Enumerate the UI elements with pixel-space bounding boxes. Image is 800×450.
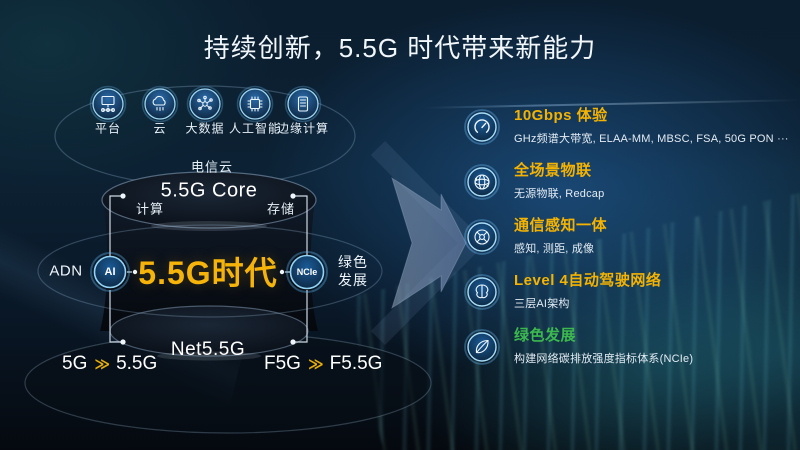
ncie-badge-label: NCIe: [296, 267, 318, 277]
platform-label: 云: [153, 121, 167, 136]
capability-item: Level 4自动驾驶网络 三层AI架构: [463, 272, 793, 311]
capability-desc: 构建网络碳排放强度指标体系(NCIe): [514, 352, 694, 365]
page-title: 持续创新，5.5G 时代带来新能力: [203, 33, 597, 63]
capability-item: 通信感知一体 感知, 测距, 成像: [463, 217, 793, 256]
gauge-icon: [464, 109, 500, 145]
core-disc: [101, 171, 317, 229]
bracket-dots: [120, 193, 296, 345]
evolution-to: F5.5G: [329, 353, 383, 374]
capability-item: 绿色发展 构建网络碳排放强度指标体系(NCIe): [463, 327, 793, 366]
ncie-badge: [286, 251, 328, 293]
leaf-icon: [464, 329, 500, 365]
platform-label: 平台: [94, 121, 122, 136]
net-label: Net5.5G: [170, 339, 246, 360]
capability-item: 10Gbps 体验 GHz频谱大带宽, ELAA-MM, MBSC, FSA, …: [463, 107, 793, 146]
edge-computing-icon: [284, 85, 322, 123]
green-development-label: 绿色 发展: [338, 253, 368, 288]
capability-title: 通信感知一体: [514, 217, 608, 234]
platform-label: 人工智能: [228, 121, 282, 136]
big-data-icon: [186, 85, 224, 123]
bracket-left: [109, 195, 123, 343]
orbit-ellipse: [37, 224, 383, 318]
evolution-right: F5G ≫ F5.5G: [264, 353, 382, 375]
capability-desc: 无源物联, Redcap: [514, 187, 605, 200]
capability-title: 全场景物联: [514, 162, 592, 179]
capabilities-list: 10Gbps 体验 GHz频谱大带宽, ELAA-MM, MBSC, FSA, …: [463, 107, 793, 383]
era-connectors: [127, 269, 290, 275]
net-disc-highlight: [157, 351, 261, 361]
compute-label: 计算: [135, 201, 165, 217]
iot-globe-icon: [464, 164, 500, 200]
monitor-nodes-icon: [89, 85, 127, 123]
telecom-cloud-label: 电信云: [190, 159, 234, 175]
capability-item: 全场景物联 无源物联, Redcap: [463, 162, 793, 201]
capability-desc: 三层AI架构: [514, 297, 570, 310]
adn-label: ADN: [49, 262, 83, 280]
ai-badge: [90, 252, 130, 292]
storage-label: 存储: [266, 201, 296, 217]
evolution-left: 5G ≫ 5.5G: [62, 353, 157, 375]
brain-icon: [464, 274, 500, 310]
ai-chip-icon: [236, 85, 274, 123]
evolution-from: F5G: [264, 353, 301, 374]
funnel-body: [100, 200, 318, 331]
platform-label: 边缘计算: [276, 121, 330, 136]
sensing-icon: [464, 219, 500, 255]
double-chevron-icon: ≫: [307, 356, 324, 373]
evolution-from: 5G: [62, 353, 88, 374]
capability-desc: GHz频谱大带宽, ELAA-MM, MBSC, FSA, 50G PON ··…: [514, 132, 789, 145]
platform-icons: [89, 85, 322, 123]
capability-title: 绿色发展: [514, 327, 577, 344]
capability-title: 10Gbps 体验: [514, 107, 608, 124]
core-label: 5.5G Core: [160, 179, 258, 202]
capability-desc: 感知, 测距, 成像: [514, 242, 595, 255]
ai-badge-label: AI: [104, 266, 116, 278]
era-title: 5.5G时代: [138, 255, 278, 291]
bracket-right: [293, 195, 308, 343]
evolution-to: 5.5G: [116, 353, 158, 374]
transition-arrow-icon: [370, 140, 487, 346]
double-chevron-icon: ≫: [94, 356, 110, 373]
core-disc-highlight: [151, 221, 267, 231]
cloud-icon: [141, 85, 179, 123]
capability-title: Level 4自动驾驶网络: [514, 272, 662, 289]
platform-label: 大数据: [185, 121, 225, 136]
